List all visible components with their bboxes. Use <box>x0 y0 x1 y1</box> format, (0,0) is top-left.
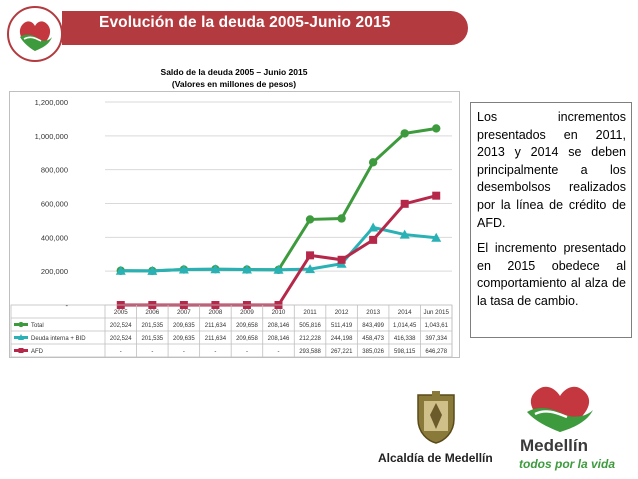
interna-point <box>178 264 189 274</box>
data-label: 244,198 <box>331 336 353 342</box>
debt-line-chart: - 200,000 400,000 600,000 800,000 1,000,000 1,… <box>10 98 453 358</box>
y-tick-label: - <box>66 301 69 310</box>
legend-entry: AFD <box>31 349 44 355</box>
data-label: 211,634 <box>205 336 227 342</box>
data-label: 267,221 <box>331 349 353 355</box>
total-point <box>305 215 315 224</box>
total-point <box>432 124 441 133</box>
interna-point <box>241 264 252 274</box>
data-label: 293,588 <box>299 349 321 355</box>
data-label: 209,658 <box>236 323 258 329</box>
medellin-brand-logo <box>505 376 615 436</box>
y-tick-label: 600,000 <box>41 200 68 209</box>
note-paragraph-2: El incremento presentado en 2015 obedece… <box>477 241 626 308</box>
interna-point <box>273 264 284 274</box>
heart-logo-icon <box>19 21 52 51</box>
data-label: - <box>151 349 153 355</box>
data-label: 843,499 <box>362 323 384 329</box>
note-paragraph-1: Los incrementos presentados en 2011, 201… <box>477 110 626 230</box>
y-tick-label: 1,200,000 <box>35 98 68 107</box>
data-label: 511,419 <box>331 323 353 329</box>
data-label: 209,658 <box>236 336 258 342</box>
afd-point <box>369 235 378 244</box>
legend-entry: Deuda interna + BID <box>31 336 86 342</box>
page-title: Evolución de la deuda 2005-Junio 2015 <box>99 14 391 31</box>
legend-key-marker <box>18 321 24 328</box>
coat-of-arms-icon <box>417 391 455 444</box>
x-tick-label: 2009 <box>240 309 254 316</box>
alcaldia-label: Alcaldía de Medellín <box>378 451 493 465</box>
heart-brand-icon <box>527 386 593 432</box>
chart-frame: - 200,000 400,000 600,000 800,000 1,000,000 1,… <box>9 91 460 358</box>
interna-point <box>399 229 410 239</box>
title-bar <box>62 11 468 45</box>
x-tick-label: 2007 <box>177 309 191 316</box>
chart-title: Saldo de la deuda 2005 – Junio 2015 <box>160 67 308 77</box>
series-line-2 <box>120 194 437 307</box>
data-label: 397,334 <box>425 336 447 342</box>
afd-point <box>432 191 441 200</box>
total-point <box>368 158 378 167</box>
interna-point <box>431 232 442 242</box>
medellin-label: Medellín <box>520 436 589 455</box>
x-tick-label: 2005 <box>114 309 128 316</box>
data-label: 209,635 <box>173 323 195 329</box>
data-label: 505,816 <box>299 323 321 329</box>
x-tick-label: 2010 <box>272 309 286 316</box>
legend-entry: Total <box>31 323 44 329</box>
notes-box: Los incrementos presentados en 2011, 201… <box>470 102 632 338</box>
interna-point <box>210 264 221 274</box>
data-label: 1,043,61 <box>425 323 449 329</box>
x-tick-label: 2006 <box>145 309 159 316</box>
data-label: - <box>278 349 280 355</box>
data-label: 202,524 <box>110 323 132 329</box>
y-tick-label: 1,000,000 <box>35 132 68 141</box>
x-tick-label: 2014 <box>398 309 412 316</box>
medellin-coat-of-arms <box>412 389 460 445</box>
data-label: 598,115 <box>394 349 416 355</box>
total-point <box>400 129 409 138</box>
data-label: 211,634 <box>205 323 227 329</box>
data-label: - <box>183 349 185 355</box>
interna-point <box>368 222 379 232</box>
series-line-1 <box>120 225 437 273</box>
data-label: 208,146 <box>268 336 290 342</box>
data-label: 201,535 <box>141 336 163 342</box>
y-tick-label: 200,000 <box>41 267 68 276</box>
data-label: 416,338 <box>394 336 416 342</box>
y-tick-label: 400,000 <box>41 233 68 242</box>
data-label: 646,278 <box>425 349 447 355</box>
data-label: - <box>214 349 216 355</box>
slogan-label: todos por la vida <box>519 457 616 471</box>
data-label: 202,524 <box>110 336 132 342</box>
data-label: - <box>246 349 248 355</box>
chart-subtitle: (Valores en millones de pesos) <box>171 79 297 89</box>
data-label: 385,026 <box>362 349 384 355</box>
y-tick-label: 800,000 <box>41 166 68 175</box>
interna-point <box>305 264 316 274</box>
data-label: 209,635 <box>173 336 195 342</box>
x-tick-label: 2011 <box>303 309 317 316</box>
afd-point <box>306 251 315 260</box>
afd-point <box>400 199 409 208</box>
x-tick-label: 2008 <box>209 309 223 316</box>
data-label: - <box>120 349 122 355</box>
data-label: 458,473 <box>362 336 384 342</box>
afd-point <box>337 255 346 264</box>
total-point <box>337 214 346 223</box>
interna-point <box>115 265 126 275</box>
data-label: 212,228 <box>299 336 321 342</box>
interna-point <box>147 265 158 275</box>
legend-key-marker <box>18 334 24 340</box>
data-label: 208,146 <box>268 323 290 329</box>
legend-key-marker <box>18 348 24 353</box>
data-label: 1,014,45 <box>393 323 417 329</box>
data-label: 201,535 <box>141 323 163 329</box>
x-tick-label: Jun 2015 <box>423 309 449 316</box>
series-line-0 <box>120 126 437 273</box>
x-tick-label: 2012 <box>335 309 349 316</box>
x-tick-label: 2013 <box>366 309 380 316</box>
medellin-heart-logo <box>7 6 63 62</box>
